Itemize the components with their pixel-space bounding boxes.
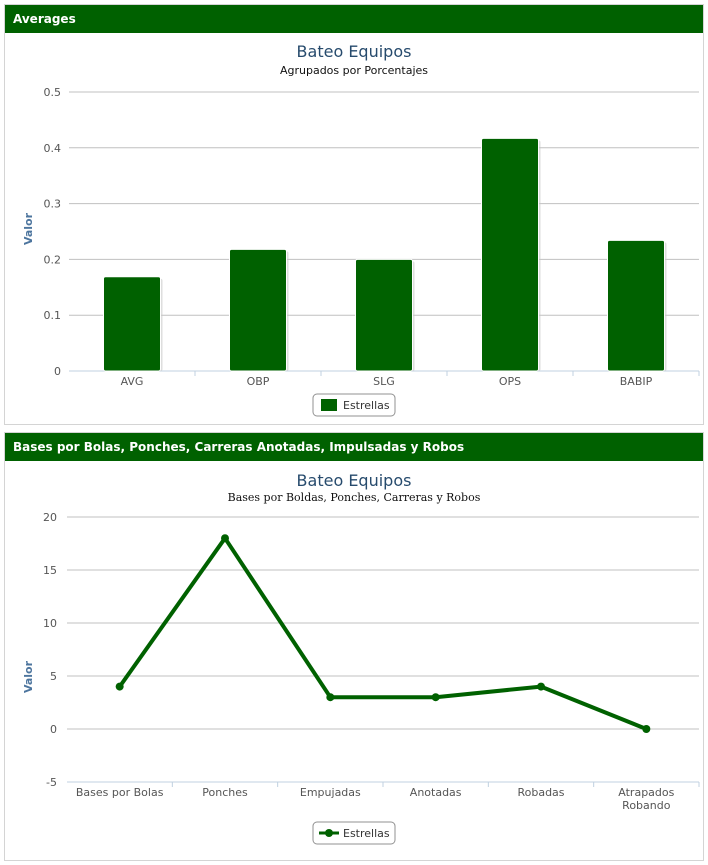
y-tick-label: 0.2 xyxy=(44,253,62,266)
legend[interactable]: Estrellas xyxy=(312,393,396,417)
chart-subtitle: Agrupados por Porcentajes xyxy=(280,64,428,77)
bar-obp[interactable] xyxy=(229,248,287,372)
x-tick-label: OBP xyxy=(247,375,270,388)
legend-box[interactable] xyxy=(312,821,396,845)
bar-slg[interactable] xyxy=(355,258,413,372)
x-tick-label: Robadas xyxy=(517,786,564,799)
x-tick-label: BABIP xyxy=(620,375,653,388)
y-tick-label: 0 xyxy=(50,723,57,736)
point-3[interactable] xyxy=(431,693,440,702)
legend-swatch xyxy=(321,399,337,411)
bar-chart: Bateo Equipos Agrupados por Porcentajes … xyxy=(22,42,700,417)
chart-title: Bateo Equipos xyxy=(297,42,412,61)
y-tick-label: 0.1 xyxy=(44,309,62,322)
x-tick-label: Anotadas xyxy=(410,786,462,799)
y-tick-label: 0 xyxy=(54,365,61,378)
series-line xyxy=(118,536,648,731)
y-axis-title: Valor xyxy=(22,660,35,693)
x-tick-label: SLG xyxy=(373,375,395,388)
x-tick-label: Empujadas xyxy=(300,786,361,799)
line-chart: Bateo Equipos Bases por Boldas, Ponches,… xyxy=(22,471,700,845)
y-axis-title: Valor xyxy=(22,212,35,245)
y-tick-label: 0.5 xyxy=(44,86,62,99)
bar-ops[interactable] xyxy=(481,137,539,372)
y-tick-label: 10 xyxy=(43,617,57,630)
point-0[interactable] xyxy=(115,682,124,691)
x-tick-label: AVG xyxy=(121,375,144,388)
x-tick-label: Ponches xyxy=(202,786,248,799)
y-tick-label: 20 xyxy=(43,511,57,524)
legend-label[interactable]: Estrellas xyxy=(343,827,390,840)
point-5[interactable] xyxy=(642,725,651,733)
averages-panel: Averages Bateo Equipos Agrupados por Por… xyxy=(4,4,704,425)
legend[interactable]: Estrellas xyxy=(312,821,396,845)
bases-panel: Bases por Bolas, Ponches, Carreras Anota… xyxy=(4,432,704,861)
point-1[interactable] xyxy=(221,534,229,543)
legend-marker xyxy=(325,829,333,837)
y-tick-label: 0.3 xyxy=(44,198,62,211)
y-tick-label: 5 xyxy=(50,670,57,683)
point-2[interactable] xyxy=(326,693,335,702)
y-tick-label: 15 xyxy=(43,564,57,577)
chart-title: Bateo Equipos xyxy=(297,471,412,490)
bar-babip[interactable] xyxy=(607,239,665,372)
y-tick-label: 0.4 xyxy=(44,142,62,155)
legend-label[interactable]: Estrellas xyxy=(343,399,390,412)
chart-subtitle: Bases por Boldas, Ponches, Carreras y Ro… xyxy=(228,491,481,504)
x-tick-label: OPS xyxy=(499,375,521,388)
y-tick-label: -5 xyxy=(46,776,57,789)
panel-header-bases: Bases por Bolas, Ponches, Carreras Anota… xyxy=(5,433,703,461)
x-tick-label: Atrapados Robando xyxy=(618,786,674,812)
point-4[interactable] xyxy=(537,682,545,691)
x-tick-label: Bases por Bolas xyxy=(76,786,164,799)
bar-avg[interactable] xyxy=(103,276,161,372)
panel-header-averages: Averages xyxy=(5,5,703,33)
